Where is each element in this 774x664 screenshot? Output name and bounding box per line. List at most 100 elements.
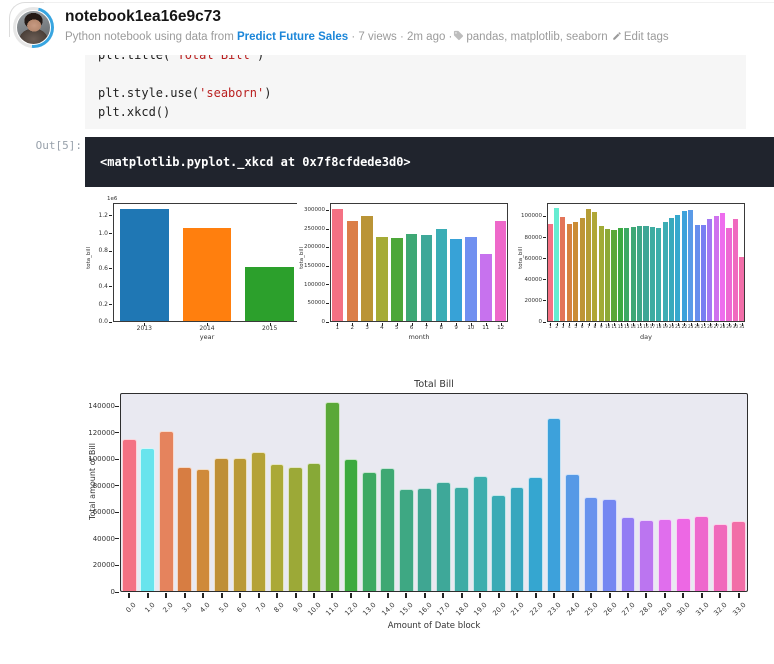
x-tick [646, 323, 647, 326]
x-tick-label: 18.0 [453, 601, 471, 618]
x-tick-label: 20.0 [490, 601, 508, 618]
x-tick-label: 17 [649, 325, 656, 330]
x-tick-label: 6 [580, 325, 584, 330]
y-tick [543, 279, 546, 281]
x-tick [423, 593, 426, 598]
bar-30.0 [676, 518, 691, 591]
bar-28 [720, 213, 726, 321]
bar-2014 [182, 228, 232, 321]
x-tick-label: 12 [497, 325, 505, 331]
bar-25.0 [583, 497, 599, 591]
notebook-meta: Python notebook using data from Predict … [65, 30, 669, 43]
x-tick [658, 323, 660, 326]
x-tick [165, 593, 168, 598]
code-line: plt.style.use('seaborn') [98, 84, 746, 103]
x-axis-label: year [199, 333, 215, 341]
x-tick-label: 9.0 [290, 601, 305, 615]
y-tick-label: 300000 [304, 207, 325, 214]
y-tick [326, 302, 329, 304]
x-tick [337, 323, 339, 326]
x-tick-label: 29.0 [657, 601, 674, 618]
y-tick [326, 247, 329, 249]
x-tick [690, 323, 692, 326]
x-tick [534, 593, 537, 598]
y-tick [115, 565, 119, 566]
x-tick-label: 1.0 [143, 601, 157, 615]
x-tick [719, 593, 722, 598]
bar-23.0 [546, 418, 562, 591]
x-tick-label: 19 [662, 325, 668, 330]
avatar[interactable] [13, 7, 54, 48]
bar-10 [605, 229, 611, 321]
x-tick [575, 323, 577, 326]
x-tick-label: 13 [624, 325, 630, 330]
bar-25 [700, 225, 707, 321]
bar-33.0 [731, 521, 747, 591]
x-tick [607, 323, 609, 326]
y-tick-label: 0 [321, 318, 326, 325]
x-tick-label: 7 [424, 325, 429, 331]
x-tick-label: 12.0 [343, 601, 360, 618]
x-tick-label: 24.0 [564, 601, 582, 618]
x-tick-label: 15.0 [398, 601, 415, 618]
edit-tags-link[interactable]: Edit tags [623, 31, 669, 43]
bar-31 [739, 257, 745, 321]
x-tick-label: 4.0 [198, 601, 212, 615]
x-tick [620, 323, 622, 326]
bar-20 [668, 218, 675, 321]
x-tick-label: 31.0 [694, 601, 711, 618]
edit-pencil-icon [613, 32, 621, 40]
x-tick [737, 593, 740, 598]
x-tick-label: 7.0 [253, 601, 268, 615]
x-tick [709, 323, 711, 326]
x-tick [594, 323, 596, 326]
bar-20.0 [491, 495, 507, 591]
x-tick-label: 9 [454, 325, 458, 331]
bar-19 [662, 222, 668, 321]
x-axis-label: Amount of Date block [387, 621, 481, 631]
card-top-edge [44, 2, 774, 3]
y-tick-label: 1.2 [98, 211, 108, 219]
y-tick [326, 284, 329, 286]
y-tick-label: 80000 [92, 481, 115, 490]
x-tick-label: 28.0 [638, 601, 656, 618]
y-tick-label: 1.0 [98, 229, 108, 237]
x-tick-label: 3.0 [179, 601, 194, 615]
x-tick-label: 22 [681, 325, 688, 330]
notebook-header: notebook1ea16e9c73 Python notebook using… [13, 7, 669, 48]
x-tick [684, 323, 686, 326]
y-tick [326, 228, 329, 230]
bar-22 [681, 211, 687, 321]
x-tick-label: 12 [617, 325, 624, 330]
meta-views-age: · 7 views · 2m ago · [351, 31, 453, 43]
bar-8 [592, 212, 598, 321]
bar-3.0 [177, 467, 193, 591]
x-tick [331, 593, 334, 598]
x-axis-label: day [640, 333, 652, 341]
bar-29 [726, 228, 732, 321]
x-tick-label: 2013 [136, 325, 152, 332]
x-tick [442, 593, 445, 598]
x-tick [645, 593, 648, 598]
x-tick-label: 31 [739, 325, 745, 330]
x-tick [276, 593, 278, 598]
x-tick [697, 323, 699, 326]
y-tick [115, 432, 119, 434]
bar-7.0 [251, 452, 266, 591]
x-tick-label: 18 [656, 325, 662, 330]
y-tick-label: 0.4 [98, 282, 108, 290]
x-tick [639, 323, 641, 326]
bar-4 [376, 237, 388, 321]
y-tick-label: 40000 [524, 276, 543, 283]
bar-10.0 [306, 463, 322, 591]
bar-9 [450, 239, 462, 321]
x-tick [183, 593, 186, 598]
dataset-link[interactable]: Predict Future Sales [236, 31, 349, 43]
bar-2 [346, 221, 359, 321]
bar-24 [694, 225, 700, 321]
x-tick-label: 23 [687, 325, 694, 330]
x-tick [479, 593, 482, 598]
x-tick-label: 22.0 [527, 601, 545, 618]
bar-27 [713, 216, 719, 321]
x-tick-label: 32.0 [712, 601, 729, 618]
